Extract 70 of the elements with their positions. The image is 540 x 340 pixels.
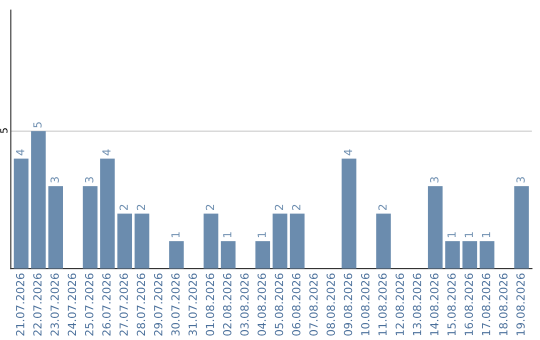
x-tick-label: 11.08.2026 — [378, 273, 387, 336]
x-tick-label: 24.07.2026 — [68, 273, 76, 336]
bar — [31, 131, 46, 269]
x-tick-label: 30.07.2026 — [171, 273, 180, 336]
data-label: 5 — [33, 122, 42, 128]
bar — [255, 241, 270, 269]
x-tick-label: 31.07.2026 — [188, 273, 197, 336]
x-tick-label: 21.07.2026 — [16, 273, 24, 336]
data-label: 4 — [344, 149, 352, 156]
bar — [82, 186, 98, 269]
bar — [220, 241, 236, 269]
x-tick-label: 22.07.2026 — [33, 273, 42, 336]
bar — [462, 241, 478, 269]
x-tick-label: 18.08.2026 — [499, 273, 508, 336]
data-label: 1 — [447, 232, 456, 238]
x-tick-label: 02.08.2026 — [223, 273, 232, 336]
data-label: 2 — [206, 204, 214, 210]
x-tick-label: 14.08.2026 — [430, 273, 438, 336]
x-tick-label: 10.08.2026 — [361, 273, 370, 336]
x-tick-label: 07.08.2026 — [309, 273, 318, 336]
x-tick-label: 08.08.2026 — [326, 273, 335, 336]
x-tick-label: 16.08.2026 — [464, 273, 474, 336]
data-label: 4 — [16, 149, 24, 156]
x-tick-label: 28.07.2026 — [136, 273, 146, 336]
x-tick-label: 29.07.2026 — [154, 273, 162, 336]
data-label: 1 — [482, 232, 490, 238]
data-label: 2 — [136, 204, 146, 210]
data-label: 2 — [120, 204, 128, 210]
bar — [445, 241, 460, 269]
data-label: 4 — [102, 149, 110, 156]
x-tick-label: 27.07.2026 — [120, 273, 128, 336]
x-tick-label: 19.08.2026 — [516, 273, 525, 336]
bar — [134, 214, 150, 269]
data-label: 3 — [50, 177, 59, 183]
x-tick-label: 25.07.2026 — [84, 273, 94, 336]
bar — [272, 214, 288, 269]
x-tick-label: 03.08.2026 — [240, 273, 249, 336]
x-tick-label: 12.08.2026 — [396, 273, 404, 336]
x-tick-label: 17.08.2026 — [482, 273, 490, 336]
bar — [376, 214, 391, 269]
bar — [342, 158, 356, 269]
x-tick-label: 06.08.2026 — [292, 273, 300, 336]
data-label: 1 — [258, 232, 266, 238]
x-tick-label: 01.08.2026 — [206, 273, 214, 336]
bar — [290, 214, 305, 269]
data-label: 3 — [84, 177, 94, 183]
x-tick-label: 26.07.2026 — [102, 273, 111, 336]
bar — [117, 214, 132, 269]
data-label: 2 — [274, 204, 284, 210]
bar — [100, 158, 115, 269]
bar — [169, 241, 184, 269]
data-label: 1 — [171, 232, 180, 238]
x-tick-label: 15.08.2026 — [447, 273, 456, 336]
bar — [514, 186, 529, 269]
bar — [14, 158, 28, 269]
bar — [428, 186, 443, 269]
data-label: 3 — [430, 177, 438, 183]
data-label: 2 — [378, 204, 387, 210]
x-tick-label: 04.08.2026 — [258, 273, 266, 336]
data-label: 1 — [223, 232, 232, 238]
bar — [48, 186, 63, 269]
data-label: 3 — [516, 177, 525, 183]
x-tick-label: 05.08.2026 — [274, 273, 284, 336]
x-tick-label: 23.07.2026 — [50, 273, 59, 336]
x-tick-label: 13.08.2026 — [412, 273, 422, 336]
x-tick-label: 09.08.2026 — [344, 273, 352, 336]
bar — [204, 214, 218, 269]
data-label: 1 — [464, 232, 473, 238]
data-label: 2 — [292, 204, 300, 210]
bar — [480, 241, 494, 269]
